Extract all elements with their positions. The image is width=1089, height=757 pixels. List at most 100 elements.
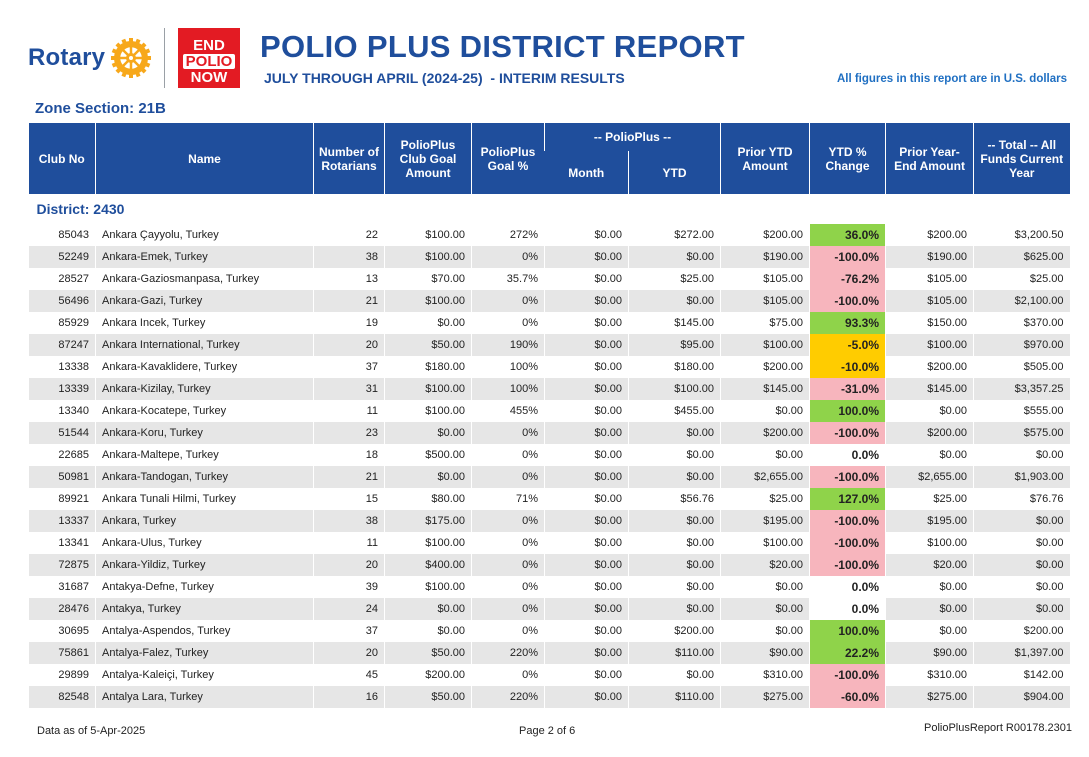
club-name-cell: Antakya-Defne, Turkey (95, 576, 314, 598)
table-row: 13341 Ankara-Ulus, Turkey 11 $100.00 0% $0.00… (28, 532, 1070, 554)
col-header-prior-ytd: Prior YTD Amount (720, 123, 810, 194)
prior-year-end-cell: $100.00 (885, 334, 974, 356)
col-header-ytd-change: YTD % Change (809, 123, 886, 194)
goal-pct-cell: 0% (471, 312, 545, 334)
rotarians-cell: 20 (313, 642, 385, 664)
rotarians-cell: 18 (313, 444, 385, 466)
club-name-cell: Ankara-Emek, Turkey (95, 246, 314, 268)
club-name-cell: Antalya-Aspendos, Turkey (95, 620, 314, 642)
month-cell: $0.00 (544, 598, 629, 620)
prior-ytd-cell: $310.00 (720, 664, 810, 686)
prior-ytd-cell: $20.00 (720, 554, 810, 576)
ytd-change-cell: -100.0% (809, 422, 886, 444)
prior-ytd-cell: $200.00 (720, 422, 810, 444)
club-number-cell: 75861 (28, 642, 96, 664)
club-number-cell: 72875 (28, 554, 96, 576)
ytd-cell: $0.00 (627, 246, 721, 268)
ytd-change-cell: -100.0% (809, 532, 886, 554)
goal-pct-cell: 220% (471, 642, 545, 664)
ytd-cell: $110.00 (627, 642, 721, 664)
goal-pct-cell: 0% (471, 246, 545, 268)
ytd-change-cell: 22.2% (809, 642, 886, 664)
rotarians-cell: 20 (313, 554, 385, 576)
page-number: Page 2 of 6 (519, 725, 576, 737)
club-number-cell: 30695 (28, 620, 96, 642)
total-funds-cell: $575.00 (973, 422, 1070, 444)
club-name-cell: Ankara-Gazi, Turkey (95, 290, 314, 312)
ytd-change-cell: 127.0% (809, 488, 886, 510)
goal-amount-cell: $0.00 (384, 598, 472, 620)
club-number-cell: 13340 (28, 400, 96, 422)
goal-amount-cell: $50.00 (384, 642, 472, 664)
total-funds-cell: $76.76 (973, 488, 1070, 510)
prior-ytd-cell: $105.00 (720, 268, 810, 290)
goal-amount-cell: $100.00 (384, 224, 472, 246)
table-row: 31687 Antakya-Defne, Turkey 39 $100.00 0% $0.… (28, 576, 1070, 598)
club-name-cell: Antalya-Kaleiçi, Turkey (95, 664, 314, 686)
goal-pct-cell: 100% (471, 356, 545, 378)
goal-amount-cell: $400.00 (384, 554, 472, 576)
rotary-wordmark: Rotary (28, 44, 106, 71)
club-number-cell: 82548 (28, 686, 96, 708)
club-name-cell: Ankara Tunali Hilmi, Turkey (95, 488, 314, 510)
total-funds-cell: $1,903.00 (973, 466, 1070, 488)
prior-ytd-cell: $0.00 (720, 576, 810, 598)
prior-year-end-cell: $105.00 (885, 290, 974, 312)
club-name-cell: Ankara-Yildiz, Turkey (95, 554, 314, 576)
ytd-change-cell: -31.0% (809, 378, 886, 400)
prior-ytd-cell: $100.00 (720, 532, 810, 554)
ytd-change-cell: -60.0% (809, 686, 886, 708)
total-funds-cell: $200.00 (973, 620, 1070, 642)
end-polio-logo-line: NOW (190, 69, 228, 86)
total-funds-cell: $0.00 (973, 444, 1070, 466)
ytd-change-cell: -100.0% (809, 290, 886, 312)
club-name-cell: Ankara-Gaziosmanpasa, Turkey (95, 268, 314, 290)
goal-pct-cell: 0% (471, 444, 545, 466)
prior-year-end-cell: $0.00 (885, 598, 974, 620)
prior-year-end-cell: $0.00 (885, 576, 974, 598)
goal-pct-cell: 0% (471, 510, 545, 532)
prior-year-end-cell: $90.00 (885, 642, 974, 664)
rotarians-cell: 37 (313, 356, 385, 378)
rotarians-cell: 23 (313, 422, 385, 444)
total-funds-cell: $370.00 (973, 312, 1070, 334)
total-funds-cell: $3,357.25 (973, 378, 1070, 400)
report-id: PolioPlusReport R00178.2301 (924, 722, 1072, 734)
rotarians-cell: 21 (313, 290, 385, 312)
rotary-wheel-icon (111, 38, 152, 78)
goal-pct-cell: 0% (471, 466, 545, 488)
rotarians-cell: 31 (313, 378, 385, 400)
ytd-cell: $0.00 (627, 598, 721, 620)
club-number-cell: 13338 (28, 356, 96, 378)
goal-pct-cell: 272% (471, 224, 545, 246)
club-name-cell: Ankara-Maltepe, Turkey (95, 444, 314, 466)
prior-year-end-cell: $310.00 (885, 664, 974, 686)
club-number-cell: 28527 (28, 268, 96, 290)
col-header-prior-year-end: Prior Year-End Amount (885, 123, 974, 194)
logo-divider (164, 28, 165, 88)
month-cell: $0.00 (544, 422, 629, 444)
currency-note: All figures in this report are in U.S. d… (836, 73, 1067, 85)
table-row: 52249 Ankara-Emek, Turkey 38 $100.00 0% $0.00… (28, 246, 1070, 268)
prior-ytd-cell: $0.00 (720, 400, 810, 422)
goal-amount-cell: $0.00 (384, 620, 472, 642)
club-number-cell: 13337 (28, 510, 96, 532)
prior-ytd-cell: $0.00 (720, 598, 810, 620)
prior-ytd-cell: $200.00 (720, 224, 810, 246)
club-name-cell: Ankara-Kavaklidere, Turkey (95, 356, 314, 378)
club-number-cell: 28476 (28, 598, 96, 620)
col-header-month: Month (544, 151, 629, 194)
zone-section-heading: Zone Section: 21B (35, 100, 166, 117)
club-number-cell: 29899 (28, 664, 96, 686)
total-funds-cell: $142.00 (973, 664, 1070, 686)
prior-ytd-cell: $90.00 (720, 642, 810, 664)
month-cell: $0.00 (544, 664, 629, 686)
ytd-cell: $272.00 (627, 224, 721, 246)
ytd-cell: $0.00 (627, 422, 721, 444)
prior-year-end-cell: $200.00 (885, 356, 974, 378)
month-cell: $0.00 (544, 488, 629, 510)
goal-amount-cell: $0.00 (384, 312, 472, 334)
table-row: 75861 Antalya-Falez, Turkey 20 $50.00 220% $0… (28, 642, 1070, 664)
month-cell: $0.00 (544, 356, 629, 378)
goal-pct-cell: 71% (471, 488, 545, 510)
